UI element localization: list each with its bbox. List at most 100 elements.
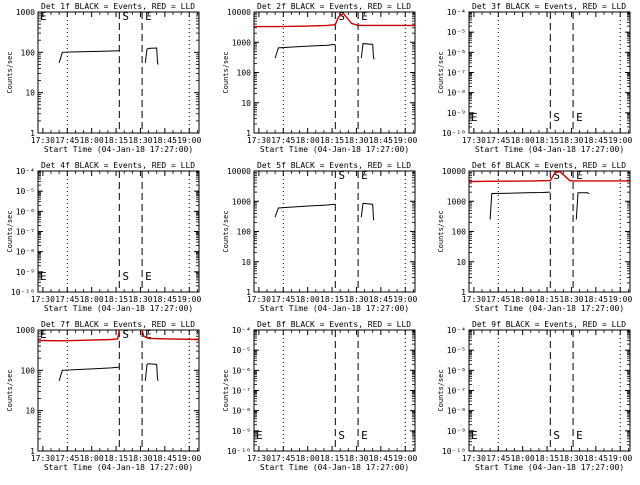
event-marker-e: E <box>40 328 47 341</box>
y-tick-label: 10 <box>25 407 35 416</box>
event-marker-s: S <box>338 429 345 442</box>
event-marker-e: E <box>40 10 47 23</box>
event-marker-s: S <box>338 10 345 23</box>
x-tick-label: 18:15 <box>104 454 128 463</box>
x-tick-label: 19:00 <box>177 454 201 463</box>
y-tick-label: 10 <box>456 258 466 267</box>
y-tick-label: 1 <box>246 288 251 297</box>
y-axis-label: Counts/sec <box>222 51 230 93</box>
event-marker-e: E <box>576 429 583 442</box>
x-tick-label: 18:45 <box>153 295 177 304</box>
y-tick-label: 1 <box>30 447 35 456</box>
event-marker-e: E <box>145 10 152 23</box>
x-tick-label: 18:30 <box>559 136 583 145</box>
x-tick-label: 18:00 <box>296 454 320 463</box>
y-tick-label: 100 <box>237 69 252 78</box>
y-tick-label: 100 <box>21 48 36 57</box>
x-tick-label: 19:00 <box>608 136 632 145</box>
y-tick-label: 10⁻⁶ <box>447 48 466 57</box>
x-tick-label: 18:00 <box>80 136 104 145</box>
x-tick-label: 17:30 <box>462 295 486 304</box>
x-tick-label: 18:00 <box>296 136 320 145</box>
y-tick-label: 10 <box>241 258 251 267</box>
x-tick-label: 18:45 <box>369 295 393 304</box>
y-tick-label: 1 <box>461 288 466 297</box>
x-tick-label: 19:00 <box>177 295 201 304</box>
x-tick-label: 18:15 <box>320 295 344 304</box>
plot-frame <box>37 170 200 293</box>
x-tick-label: 18:45 <box>584 454 608 463</box>
panel-title: Det 5f BLACK = Events, RED = LLD <box>257 161 411 170</box>
y-tick-label: 10⁻⁵ <box>447 346 466 355</box>
x-tick-label: 18:30 <box>128 295 152 304</box>
event-marker-s: S <box>553 111 560 124</box>
y-tick-label: 100 <box>21 366 36 375</box>
series-black-line <box>360 202 375 221</box>
event-marker-e: E <box>576 169 583 182</box>
x-tick-label: 18:30 <box>559 454 583 463</box>
y-tick-label: 10⁻¹⁰ <box>442 129 466 138</box>
series-black-line <box>575 192 590 220</box>
x-axis-label: Start Time (04-Jan-18 17:27:00) <box>44 145 193 154</box>
x-tick-label: 18:30 <box>344 295 368 304</box>
x-tick-label: 18:00 <box>511 136 535 145</box>
y-tick-label: 1000 <box>447 197 466 206</box>
x-tick-label: 18:45 <box>584 295 608 304</box>
series-black-line <box>58 366 120 381</box>
x-tick-label: 17:30 <box>31 454 55 463</box>
x-tick-label: 18:00 <box>511 295 535 304</box>
event-marker-s: S <box>553 169 560 182</box>
y-tick-label: 1000 <box>16 8 35 17</box>
plot-frame <box>468 11 631 134</box>
x-axis-label: Start Time (04-Jan-18 17:27:00) <box>44 463 193 472</box>
series-black-line <box>58 50 120 63</box>
plot-frame <box>253 329 416 452</box>
panel-det-2: Det 2f BLACK = Events, RED = LLD 1 10 100 10… <box>222 2 417 154</box>
y-tick-label: 10⁻⁴ <box>232 326 251 335</box>
y-tick-label: 100 <box>237 228 252 237</box>
x-tick-label: 17:30 <box>247 295 271 304</box>
x-tick-label: 19:00 <box>608 454 632 463</box>
event-marker-e: E <box>361 10 368 23</box>
series-black-line <box>360 43 375 60</box>
x-axis-label: Start Time (04-Jan-18 17:27:00) <box>260 463 409 472</box>
plot-frame <box>37 11 200 134</box>
panel-det-1: Det 1f BLACK = Events, RED = LLD 1 10 100 10… <box>6 2 201 154</box>
series-black-line <box>274 43 336 59</box>
y-axis-label: Counts/sec <box>6 369 14 411</box>
x-tick-label: 17:45 <box>271 295 295 304</box>
series-black-line <box>144 47 159 65</box>
event-marker-s: S <box>122 10 129 23</box>
x-tick-label: 17:45 <box>486 454 510 463</box>
y-axis-label: Counts/sec <box>222 210 230 252</box>
x-axis-label: Start Time (04-Jan-18 17:27:00) <box>475 463 624 472</box>
x-tick-label: 18:45 <box>369 136 393 145</box>
y-axis-label: Counts/sec <box>437 51 445 93</box>
y-tick-label: 10⁻⁶ <box>447 366 466 375</box>
y-axis-label: Counts/sec <box>6 210 14 252</box>
panel-det-9: Det 9f BLACK = Events, RED = LLD 10⁻¹⁰ 10⁻… <box>437 320 632 472</box>
x-tick-label: 19:00 <box>393 295 417 304</box>
event-marker-e: E <box>145 328 152 341</box>
x-axis-label: Start Time (04-Jan-18 17:27:00) <box>475 145 624 154</box>
y-tick-label: 10⁻¹⁰ <box>442 447 466 456</box>
x-tick-label: 17:45 <box>271 454 295 463</box>
y-tick-label: 10 <box>241 99 251 108</box>
y-tick-label: 10⁻⁴ <box>447 8 466 17</box>
x-tick-label: 18:00 <box>80 295 104 304</box>
x-axis-label: Start Time (04-Jan-18 17:27:00) <box>260 304 409 313</box>
x-tick-label: 18:30 <box>128 136 152 145</box>
y-tick-label: 10⁻⁴ <box>447 326 466 335</box>
x-axis-label: Start Time (04-Jan-18 17:27:00) <box>475 304 624 313</box>
y-tick-label: 10⁻⁷ <box>447 69 466 78</box>
panel-det-7: Det 7f BLACK = Events, RED = LLD 1 10 100 10… <box>6 320 201 472</box>
x-axis-label: Start Time (04-Jan-18 17:27:00) <box>44 304 193 313</box>
event-marker-s: S <box>338 169 345 182</box>
x-tick-label: 18:00 <box>80 454 104 463</box>
y-tick-label: 10000 <box>442 167 466 176</box>
y-axis-label: Counts/sec <box>437 369 445 411</box>
x-tick-label: 18:00 <box>511 454 535 463</box>
x-axis-label: Start Time (04-Jan-18 17:27:00) <box>260 145 409 154</box>
x-tick-label: 17:45 <box>55 454 79 463</box>
